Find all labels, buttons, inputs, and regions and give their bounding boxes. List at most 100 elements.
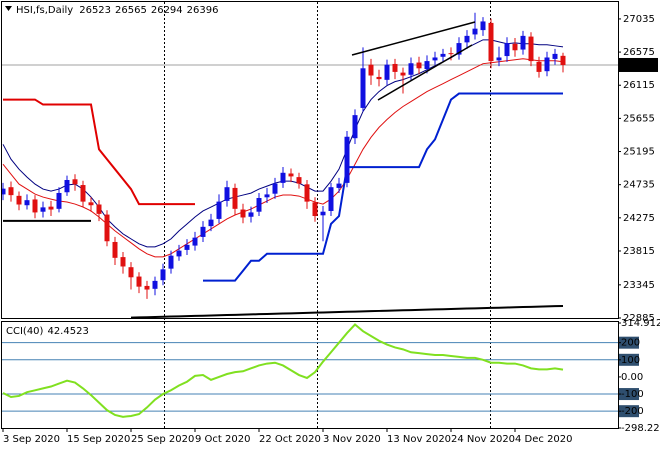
candle-body	[280, 172, 286, 183]
candle-body	[272, 183, 278, 194]
candle-body	[520, 35, 526, 50]
trendline	[377, 44, 473, 101]
menu-icon	[5, 6, 12, 11]
candle-body	[328, 187, 334, 211]
candle-body	[72, 179, 78, 185]
candle-body	[368, 64, 374, 76]
cci-tick-label: 0.00	[621, 372, 643, 383]
candle-body	[8, 187, 14, 196]
y-tick-label: 24275	[623, 213, 655, 224]
cci-last-value: 42.4523	[47, 326, 88, 337]
y-tick-label: 26575	[623, 47, 655, 58]
cci-tick-label: -200	[621, 406, 644, 417]
candle-body	[424, 61, 430, 70]
chart-header: HSI,fs,Daily 26523 26565 26294 26396	[16, 5, 218, 16]
last-price-label: 26396	[623, 60, 655, 71]
last-price-box	[619, 57, 658, 72]
main-panel-frame	[1, 1, 619, 319]
candle-body	[256, 198, 262, 212]
cci-tick-label: -100	[621, 389, 644, 400]
header-open: 26523	[79, 5, 111, 16]
candle-body	[2, 188, 6, 195]
candle-body	[144, 285, 150, 290]
y-tick-label: 23345	[623, 280, 655, 291]
cci-level-box	[619, 405, 639, 418]
candle-body	[312, 202, 318, 217]
indicator-line	[2, 323, 564, 418]
candle-body	[296, 177, 302, 184]
candle-body	[232, 187, 238, 209]
candle-body	[32, 199, 38, 213]
cci-title: CCI(40)	[6, 326, 44, 337]
cci-level-box	[619, 388, 639, 401]
candle-body	[168, 255, 174, 269]
candle-body	[344, 136, 350, 183]
candle-body	[496, 57, 502, 61]
candle-body	[48, 206, 54, 210]
candle-body	[80, 185, 86, 202]
chart-title: HSI,fs,Daily	[16, 5, 73, 16]
cci-header: CCI(40) 42.4523	[6, 326, 89, 337]
candle-body	[456, 43, 462, 55]
x-tick-label: 9 Oct 2020	[195, 434, 250, 445]
candle-body	[112, 241, 118, 258]
candle-body	[504, 43, 510, 57]
candle-body	[56, 192, 62, 209]
x-tick-label: 25 Sep 2020	[131, 434, 194, 445]
x-tick-label: 24 Nov 2020	[451, 434, 515, 445]
candle-body	[40, 207, 46, 212]
candle-body	[360, 68, 366, 108]
x-tick-label: 3 Nov 2020	[323, 434, 381, 445]
candle-body	[120, 257, 126, 267]
candle-body	[440, 53, 446, 57]
cci-tick-label: 314.9128	[621, 318, 660, 329]
candle-body	[240, 209, 246, 218]
candle-body	[408, 63, 414, 75]
x-tick-label: 15 Sep 2020	[67, 434, 130, 445]
candle-body	[384, 64, 390, 80]
candle-body	[16, 195, 22, 205]
indicator-line	[3, 98, 195, 206]
candle-body	[216, 201, 222, 219]
header-high: 26565	[115, 5, 147, 16]
candle-body	[264, 194, 270, 198]
trendline	[351, 21, 476, 56]
candle-body	[416, 62, 422, 69]
candle-body	[392, 63, 398, 72]
cci-panel	[2, 323, 618, 418]
candle-body	[512, 43, 518, 51]
candle-body	[448, 53, 454, 55]
x-tick-label: 22 Oct 2020	[259, 434, 321, 445]
candle-body	[96, 204, 102, 214]
y-tick-label: 25195	[623, 147, 655, 158]
cci-tick-label: 100	[621, 355, 640, 366]
price-panel	[2, 12, 618, 318]
y-tick-label: 26115	[623, 80, 655, 91]
axes: 27035 26575 26115 25655 25195 24735 24275 23815…	[2, 14, 660, 445]
candle-body	[128, 267, 134, 278]
candle-body	[432, 57, 438, 61]
candle-body	[544, 57, 550, 72]
candle-body	[288, 173, 294, 177]
candle-body	[560, 55, 566, 65]
candle-body	[536, 61, 542, 72]
candle-body	[88, 202, 94, 206]
candle-body	[64, 179, 70, 193]
candle-body	[136, 276, 142, 287]
candle-body	[248, 212, 254, 217]
candle-body	[480, 21, 486, 31]
cci-level-box	[619, 353, 639, 366]
candle-body	[160, 269, 166, 281]
candle-body	[464, 35, 470, 43]
candle-body	[184, 244, 190, 250]
candle-body	[200, 226, 206, 237]
trendlines	[351, 21, 476, 101]
indicator-line	[130, 304, 564, 318]
y-tick-label: 23815	[623, 246, 655, 257]
candle-body	[24, 200, 30, 206]
y-tick-label: 24735	[623, 180, 655, 191]
indicator-line	[203, 92, 563, 282]
x-tick-label: 4 Dec 2020	[515, 434, 573, 445]
x-tick-label: 3 Sep 2020	[3, 434, 60, 445]
